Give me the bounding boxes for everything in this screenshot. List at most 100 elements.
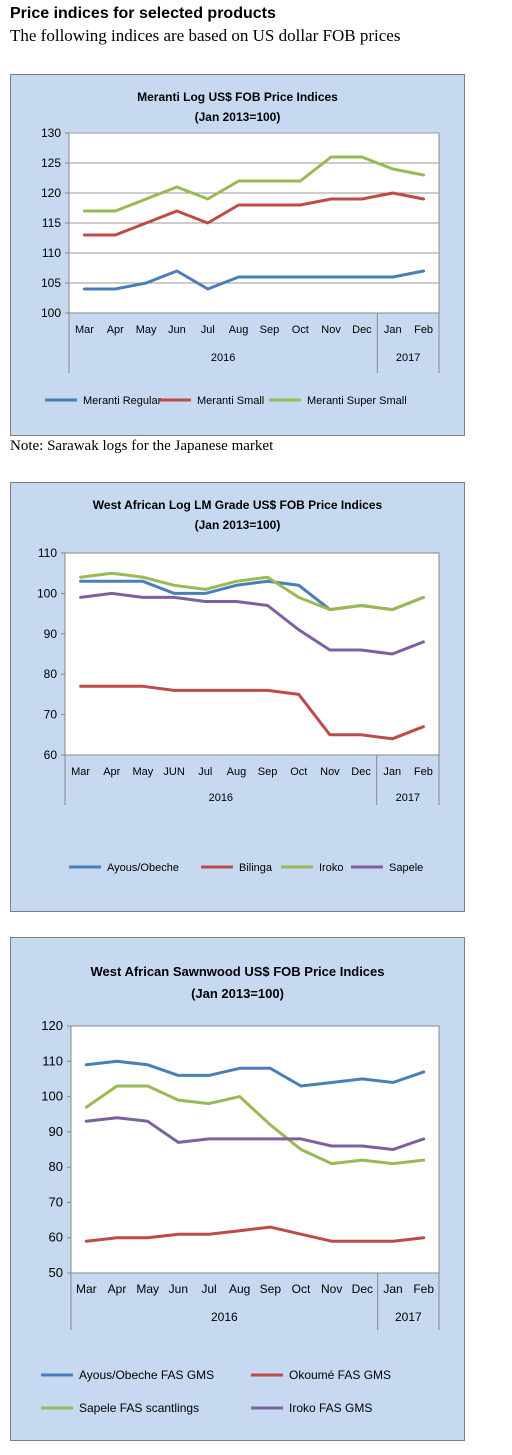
x-tick-label: Sep <box>260 324 280 336</box>
west-african-log-chart-panel: West African Log LM Grade US$ FOB Price … <box>10 482 465 912</box>
x-tick-label: Feb <box>413 1282 434 1296</box>
page-heading: Price indices for selected products <box>10 5 276 22</box>
x-group-label: 2017 <box>395 1310 422 1324</box>
x-group-label: 2017 <box>396 352 420 364</box>
page-subheading: The following indices are based on US do… <box>10 26 401 45</box>
x-tick-label: Jul <box>201 1282 216 1296</box>
x-tick-label: Jun <box>168 324 186 336</box>
x-tick-label: Mar <box>71 766 90 778</box>
series-line <box>82 269 426 291</box>
legend-label: Meranti Super Small <box>307 395 407 407</box>
y-tick-label: 115 <box>42 216 61 230</box>
series-line <box>84 1116 426 1151</box>
x-tick-label: Nov <box>321 1282 342 1296</box>
y-tick-label: 90 <box>49 1124 63 1139</box>
legend-label: Meranti Regular <box>83 395 162 407</box>
x-tick-label: Apr <box>108 1282 127 1296</box>
west-african-sawnwood-chart-panel: West African Sawnwood US$ FOB Price Indi… <box>10 937 465 1441</box>
y-tick-label: 60 <box>49 1230 63 1245</box>
chart-title-line: Meranti Log US$ FOB Price Indices <box>137 90 338 104</box>
y-tick-label: 60 <box>44 748 58 762</box>
x-tick-label: Jul <box>201 324 215 336</box>
x-tick-label: Aug <box>229 1282 250 1296</box>
chart-svg: West African Sawnwood US$ FOB Price Indi… <box>41 964 440 1415</box>
y-tick-label: 100 <box>37 586 57 600</box>
y-tick-label: 120 <box>41 186 61 200</box>
chart-title-line: (Jan 2013=100) <box>191 986 284 1001</box>
legend-label: Okoumé FAS GMS <box>289 1368 391 1382</box>
series-line <box>84 1225 426 1243</box>
x-tick-label: May <box>136 1282 159 1296</box>
x-group-label: 2016 <box>211 1310 238 1324</box>
series-line <box>79 571 425 612</box>
series-line <box>79 684 425 741</box>
legend-label: Bilinga <box>239 862 273 874</box>
chart-svg: Meranti Log US$ FOB Price Indices (Jan 20… <box>41 90 440 407</box>
x-tick-label: Sep <box>258 766 278 778</box>
x-tick-label: Dec <box>351 766 371 778</box>
y-tick-label: 105 <box>41 276 61 290</box>
y-tick-label: 110 <box>42 1053 63 1068</box>
series-line <box>84 1084 426 1166</box>
x-group-label: 2017 <box>396 792 420 804</box>
x-tick-label: Mar <box>76 1282 97 1296</box>
y-tick-label: 70 <box>49 1194 63 1209</box>
chart-title-line: (Jan 2013=100) <box>195 518 281 532</box>
x-tick-label: Feb <box>414 766 433 778</box>
meranti-chart-panel: Meranti Log US$ FOB Price Indices (Jan 20… <box>10 74 465 436</box>
chart-title-line: (Jan 2013=100) <box>195 110 281 124</box>
x-tick-label: Oct <box>292 1282 311 1296</box>
x-tick-label: Mar <box>75 324 94 336</box>
legend-label: Ayous/Obeche FAS GMS <box>79 1368 214 1382</box>
x-tick-label: May <box>136 324 157 336</box>
chart-note: Note: Sarawak logs for the Japanese mark… <box>10 438 274 454</box>
y-tick-label: 50 <box>49 1265 63 1280</box>
x-tick-label: Apr <box>103 766 120 778</box>
legend-label: Meranti Small <box>197 395 264 407</box>
x-tick-label: Dec <box>352 324 372 336</box>
chart-title-line: West African Sawnwood US$ FOB Price Indi… <box>90 964 384 979</box>
x-tick-label: Jan <box>383 1282 402 1296</box>
legend-label: Iroko FAS GMS <box>289 1401 372 1415</box>
y-tick-label: 100 <box>41 306 61 320</box>
x-tick-label: Jan <box>383 766 401 778</box>
y-tick-label: 125 <box>41 156 61 170</box>
x-tick-label: JUN <box>163 766 184 778</box>
x-tick-label: Jan <box>384 324 402 336</box>
x-tick-label: Apr <box>107 324 124 336</box>
y-tick-label: 80 <box>44 667 58 681</box>
y-tick-label: 90 <box>44 627 58 641</box>
x-tick-label: Dec <box>352 1282 373 1296</box>
series-line <box>84 1059 426 1088</box>
y-tick-label: 130 <box>41 126 61 140</box>
y-tick-label: 80 <box>49 1159 63 1174</box>
x-tick-label: Jul <box>198 766 212 778</box>
legend-label: Ayous/Obeche <box>107 862 179 874</box>
x-tick-label: Aug <box>227 766 247 778</box>
series-line <box>79 591 425 656</box>
x-tick-label: Nov <box>321 324 341 336</box>
plot-area <box>64 552 440 756</box>
x-tick-label: Jun <box>169 1282 188 1296</box>
x-tick-label: Nov <box>320 766 340 778</box>
series-line <box>82 155 426 213</box>
x-tick-label: Feb <box>414 324 433 336</box>
x-tick-label: Oct <box>290 766 307 778</box>
x-group-label: 2016 <box>211 352 235 364</box>
y-tick-label: 110 <box>42 246 61 260</box>
legend-label: Sapele FAS scantlings <box>79 1401 199 1415</box>
legend-label: Sapele <box>389 862 423 874</box>
series-line <box>82 191 426 237</box>
chart-svg: West African Log LM Grade US$ FOB Price … <box>37 498 440 874</box>
x-group-label: 2016 <box>209 792 233 804</box>
y-tick-label: 120 <box>41 1018 63 1033</box>
x-tick-label: Oct <box>292 324 309 336</box>
chart-title-line: West African Log LM Grade US$ FOB Price … <box>93 498 383 512</box>
y-tick-label: 100 <box>41 1089 63 1104</box>
x-tick-label: Sep <box>260 1282 282 1296</box>
legend-label: Iroko <box>319 862 343 874</box>
x-tick-label: Aug <box>229 324 249 336</box>
x-tick-label: May <box>133 766 154 778</box>
y-tick-label: 70 <box>44 708 58 722</box>
y-tick-label: 110 <box>38 546 57 560</box>
